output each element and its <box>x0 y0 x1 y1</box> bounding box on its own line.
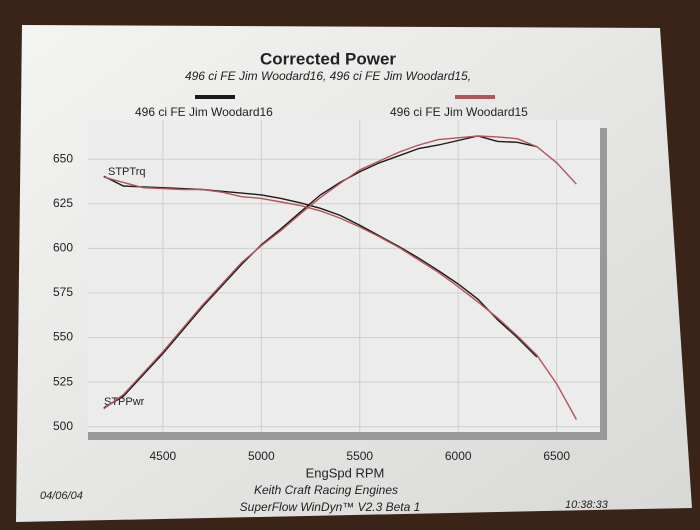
date: 04/06/04 <box>40 490 83 502</box>
y-tick-label: 500 <box>53 419 73 433</box>
y-tick-label: 625 <box>53 196 73 210</box>
plot-shadow <box>88 432 607 440</box>
x-tick-label: 6000 <box>445 449 472 463</box>
legend-label: 496 ci FE Jim Woodard16 <box>135 105 273 119</box>
x-tick-label: 5000 <box>248 449 275 463</box>
torque-line <box>103 176 578 420</box>
x-tick-label: 6500 <box>543 449 570 463</box>
power-line <box>103 135 577 410</box>
power-line <box>103 135 538 409</box>
plot-area <box>88 120 600 432</box>
footer: Keith Craft Racing Engines <box>254 483 398 497</box>
y-tick-label: 575 <box>53 285 73 299</box>
y-tick-label: 600 <box>53 241 73 255</box>
x-tick-label: 4500 <box>149 449 176 463</box>
y-tick-label: 650 <box>53 151 73 165</box>
torque-line <box>103 175 538 358</box>
x-tick-label: 5500 <box>346 449 373 463</box>
chart-title: Corrected Power <box>260 49 396 68</box>
y-tick-label: 550 <box>53 330 73 344</box>
footer: SuperFlow WinDyn™ V2.3 Beta 1 <box>240 500 421 514</box>
x-axis-label: EngSpd RPM <box>306 465 385 480</box>
subtitle: 496 ci FE Jim Woodard16, 496 ci FE Jim W… <box>185 69 471 83</box>
time: 10:38:33 <box>565 499 609 511</box>
plot-shadow <box>598 128 607 438</box>
y-tick-label: 525 <box>53 374 73 388</box>
legend-label: 496 ci FE Jim Woodard15 <box>390 105 528 119</box>
annotation: STPTrq <box>108 166 146 178</box>
annotation: STPPwr <box>104 396 145 408</box>
